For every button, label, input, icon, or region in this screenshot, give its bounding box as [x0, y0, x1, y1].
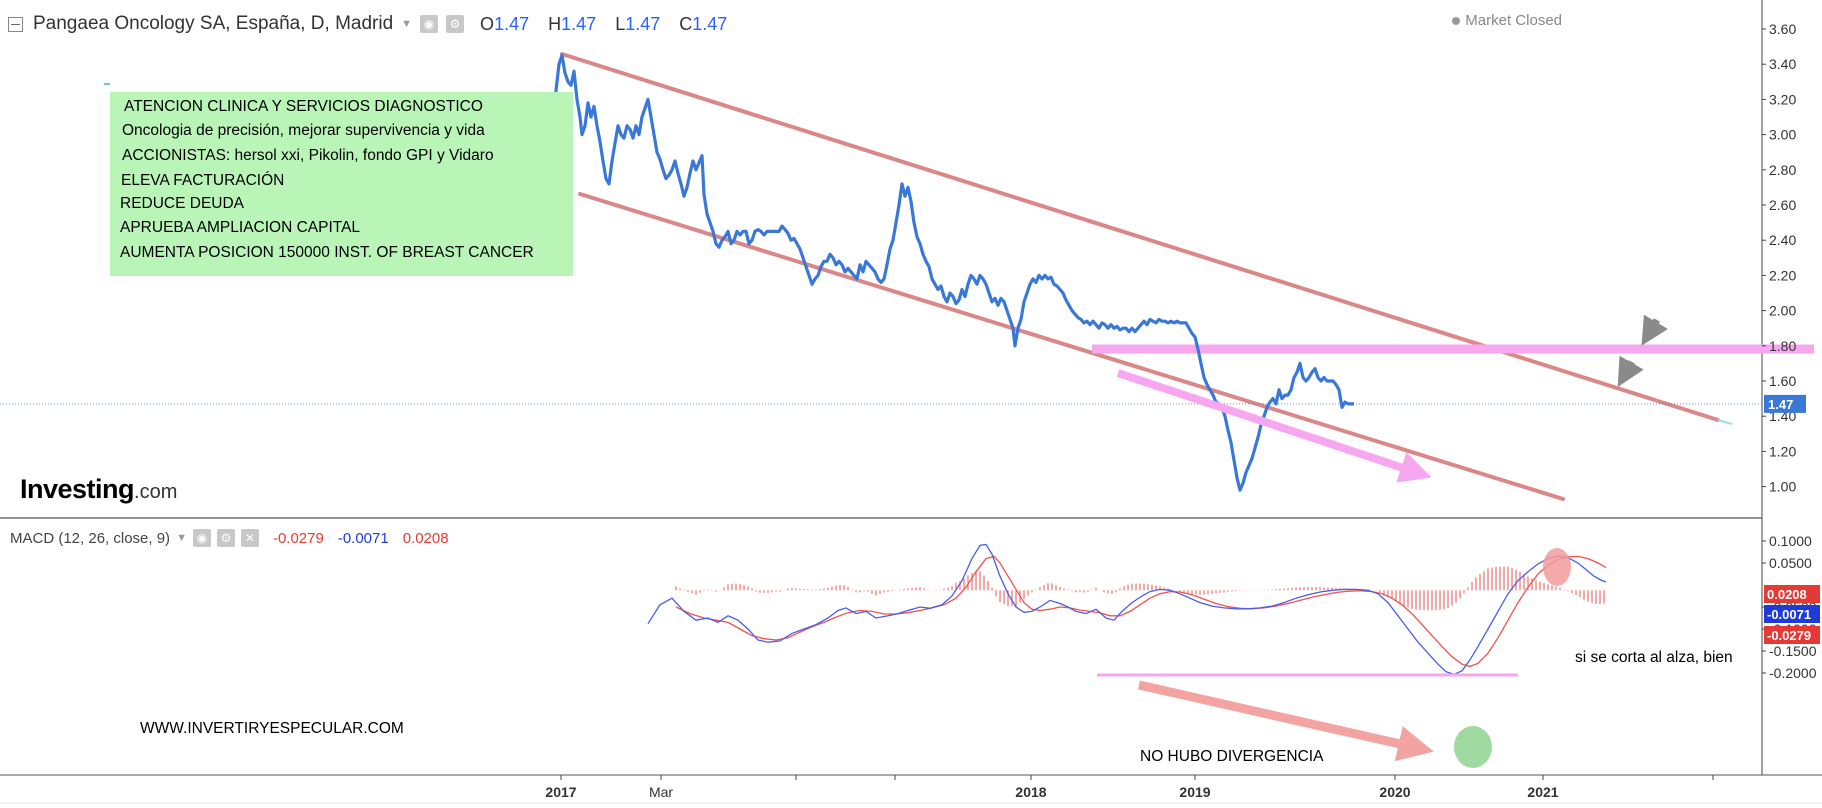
info-box: ATENCION CLINICA Y SERVICIOS DIAGNOSTICO… [110, 92, 573, 276]
cross-note-label: si se corta al alza, bien [1575, 649, 1733, 666]
eye-icon[interactable]: ◉ [420, 15, 439, 33]
time-tick-label: 2020 [1379, 784, 1410, 800]
logo-main: Investing [20, 474, 135, 504]
close-label: C [679, 13, 693, 34]
grey-arrow-icon [1617, 355, 1644, 387]
info-line: REDUCE DEUDA [120, 195, 245, 212]
price-tick-label: 1.60 [1769, 373, 1796, 389]
high-label: H [548, 13, 562, 34]
price-tick-label: 3.40 [1769, 56, 1796, 72]
macd-series-line [647, 543, 1607, 675]
macd-value-badge-label: 0.0208 [1767, 587, 1807, 602]
collapse-icon[interactable] [8, 16, 23, 32]
chevron-down-icon[interactable]: ▼ [401, 18, 413, 30]
info-line: ACCIONISTAS: hersol xxi, Pikolin, fondo … [122, 147, 494, 164]
time-tick-label: 2018 [1015, 784, 1046, 800]
low-value: 1.47 [625, 13, 661, 34]
macd-value-badge [1764, 585, 1820, 603]
price-tick-label: 1.80 [1769, 338, 1796, 354]
price-tick-label: 3.20 [1769, 91, 1796, 107]
macd-value: -0.0279 [272, 529, 324, 547]
price-tick-label: 2.80 [1769, 162, 1796, 178]
channel-upper-tail [1717, 419, 1733, 425]
close-icon[interactable]: ✕ [240, 529, 259, 547]
price-tick-label: 2.60 [1769, 197, 1796, 213]
price-tick-label: 3.60 [1769, 21, 1796, 37]
macd-value-badge [1764, 626, 1820, 644]
info-line: APRUEBA AMPLIACION CAPITAL [120, 219, 361, 236]
open-label: O [480, 13, 495, 34]
info-line: ATENCION CLINICA Y SERVICIOS DIAGNOSTICO [124, 98, 483, 115]
open-value: 1.47 [494, 13, 530, 34]
logo-suffix: .com [134, 481, 178, 503]
symbol-title[interactable]: Pangaea Oncology SA, España, D, Madrid [33, 13, 394, 34]
macd-label[interactable]: MACD (12, 26, close, 9) [10, 529, 171, 547]
investing-logo: Investing.com [20, 474, 177, 505]
last-price-badge-label: 1.47 [1768, 397, 1793, 412]
channel-lower [578, 192, 1565, 501]
ohlc-values: O1.47 H1.47 L1.47 C1.47 [480, 14, 741, 35]
macd-value-badge-label: -0.0071 [1767, 607, 1811, 622]
time-tick-label: 2021 [1527, 784, 1558, 800]
macd-header: MACD (12, 26, close, 9) ▼ ◉ ⚙ ✕ -0.0279 … [10, 529, 449, 547]
signal-value: -0.0071 [337, 529, 389, 547]
pink-trend-arrow [1116, 369, 1432, 483]
price-tick-label: 2.00 [1769, 303, 1796, 319]
info-line: ELEVA FACTURACIÓN [121, 172, 285, 189]
red-circle-marker [1543, 548, 1571, 586]
chart-header: Pangaea Oncology SA, España, D, Madrid ▼… [8, 10, 741, 38]
eye-icon[interactable]: ◉ [192, 529, 211, 547]
price-tick-label: 1.00 [1769, 479, 1796, 495]
market-status: Market Closed [1452, 12, 1562, 29]
macd-tick-label: 0.0500 [1769, 555, 1812, 571]
high-value: 1.47 [561, 13, 597, 34]
green-circle-marker [1454, 726, 1492, 768]
price-tick-label: 2.40 [1769, 232, 1796, 248]
no-divergence-label: NO HUBO DIVERGENCIA [1140, 748, 1324, 765]
macd-value-badge-label: -0.0279 [1767, 628, 1811, 643]
market-status-label: Market Closed [1465, 12, 1562, 29]
settings-icon[interactable]: ⚙ [216, 529, 235, 547]
low-label: L [615, 13, 626, 34]
price-tick-label: 3.00 [1769, 127, 1796, 143]
price-tick-label: 2.20 [1769, 267, 1796, 283]
grey-arrow-icon [1641, 314, 1668, 346]
histogram-value: 0.0208 [402, 529, 449, 547]
time-tick-label: Mar [649, 784, 673, 800]
macd-value-badge [1764, 605, 1820, 623]
macd-tick-label: -0.2000 [1769, 665, 1817, 681]
macd-tick-label: 0.1000 [1769, 533, 1812, 549]
time-tick-label: 2017 [545, 784, 576, 800]
channel-upper [560, 52, 1720, 422]
info-line: Oncologia de precisión, mejorar superviv… [122, 122, 485, 139]
salmon-trend-arrow [1138, 680, 1434, 762]
close-value: 1.47 [692, 13, 728, 34]
chevron-down-icon[interactable]: ▼ [176, 532, 187, 544]
website-label: WWW.INVERTIRYESPECULAR.COM [140, 720, 404, 737]
status-dot-icon [1452, 16, 1461, 25]
last-price-badge [1764, 394, 1806, 413]
settings-icon[interactable]: ⚙ [446, 15, 465, 33]
time-tick-label: 2019 [1179, 784, 1210, 800]
price-tick-label: 1.20 [1769, 443, 1796, 459]
macd-tick-label: -0.1500 [1769, 643, 1817, 659]
info-line: AUMENTA POSICION 150000 INST. OF BREAST … [120, 244, 534, 261]
